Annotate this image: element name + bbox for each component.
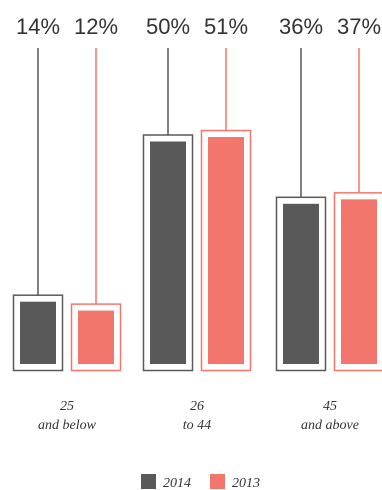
data-label-2013-2: 37% xyxy=(337,14,381,39)
bar-2014-2 xyxy=(283,203,319,364)
bar-2013-1 xyxy=(208,137,244,364)
bar-2014-0 xyxy=(20,301,56,364)
legend-label-2014: 2014 xyxy=(163,476,191,490)
bar-outline-2014-2 xyxy=(275,196,327,372)
bar-outline-2014-0 xyxy=(12,294,64,372)
bar-2013-2 xyxy=(341,199,377,364)
category-label-0-line-0: 25 xyxy=(60,399,74,414)
bar-outline-2014-1 xyxy=(142,134,194,372)
bar-2013-0 xyxy=(78,310,114,364)
bar-2014-1 xyxy=(150,141,186,364)
category-label-1-line-1: to 44 xyxy=(183,418,211,433)
category-label-1-line-0: 26 xyxy=(190,399,204,414)
category-label-2-line-1: and above xyxy=(301,418,359,433)
legend-swatch-2013 xyxy=(210,474,225,489)
data-label-2014-0: 14% xyxy=(16,14,60,39)
legend-swatch-2014 xyxy=(141,474,156,489)
data-label-2013-1: 51% xyxy=(204,14,248,39)
bar-outline-2013-1 xyxy=(200,129,252,372)
data-label-2013-0: 12% xyxy=(74,14,118,39)
bar-outline-2013-0 xyxy=(70,303,122,372)
category-label-0-line-1: and below xyxy=(38,418,97,433)
category-label-2-line-0: 45 xyxy=(323,399,337,414)
bar-outline-2013-2 xyxy=(333,192,382,372)
data-label-2014-2: 36% xyxy=(279,14,323,39)
data-label-2014-1: 50% xyxy=(146,14,190,39)
legend-label-2013: 2013 xyxy=(232,476,260,490)
